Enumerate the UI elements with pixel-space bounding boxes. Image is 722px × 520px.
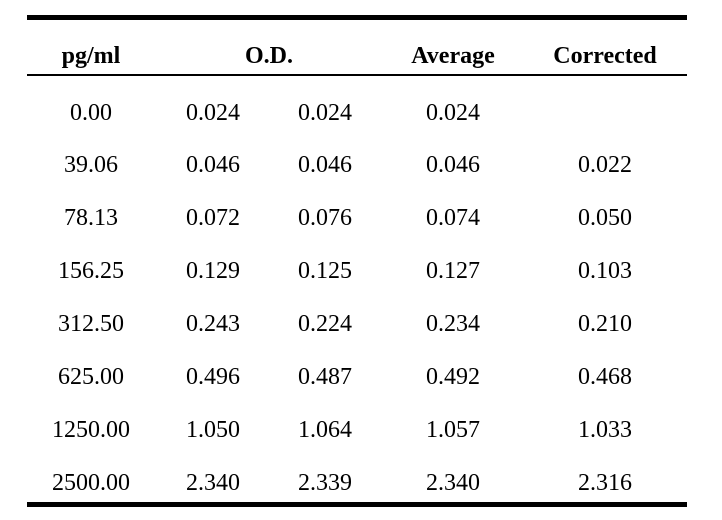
cell-average: 0.024	[426, 100, 480, 126]
cell-concentration: 625.00	[58, 364, 124, 390]
table-bottom-rule	[27, 502, 687, 507]
cell-corrected: 0.022	[578, 152, 632, 178]
cell-corrected: 0.210	[578, 311, 632, 337]
cell-average: 0.074	[426, 205, 480, 231]
cell-concentration: 78.13	[64, 205, 118, 231]
cell-od-2: 0.224	[298, 311, 352, 337]
header-rule	[27, 74, 687, 76]
cell-od-1: 2.340	[186, 470, 240, 496]
header-concentration: pg/ml	[61, 43, 121, 69]
cell-average: 0.127	[426, 258, 480, 284]
cell-od-1: 0.046	[186, 152, 240, 178]
cell-corrected: 0.468	[578, 364, 632, 390]
cell-od-2: 0.125	[298, 258, 352, 284]
cell-concentration: 0.00	[70, 100, 112, 126]
cell-od-1: 0.496	[186, 364, 240, 390]
cell-od-2: 0.487	[298, 364, 352, 390]
cell-average: 0.046	[426, 152, 480, 178]
cell-corrected: 2.316	[578, 470, 632, 496]
cell-average: 2.340	[426, 470, 480, 496]
cell-od-2: 0.024	[298, 100, 352, 126]
cell-concentration: 1250.00	[52, 417, 130, 443]
cell-od-2: 2.339	[298, 470, 352, 496]
cell-od-1: 0.024	[186, 100, 240, 126]
cell-average: 0.234	[426, 311, 480, 337]
cell-concentration: 39.06	[64, 152, 118, 178]
cell-od-1: 0.072	[186, 205, 240, 231]
cell-concentration: 2500.00	[52, 470, 130, 496]
cell-concentration: 156.25	[58, 258, 124, 284]
cell-corrected: 0.050	[578, 205, 632, 231]
cell-average: 0.492	[426, 364, 480, 390]
header-corrected: Corrected	[553, 43, 657, 69]
cell-od-1: 0.243	[186, 311, 240, 337]
cell-od-1: 1.050	[186, 417, 240, 443]
cell-concentration: 312.50	[58, 311, 124, 337]
cell-od-2: 0.076	[298, 205, 352, 231]
cell-corrected: 0.103	[578, 258, 632, 284]
cell-od-1: 0.129	[186, 258, 240, 284]
cell-corrected: 1.033	[578, 417, 632, 443]
cell-od-2: 0.046	[298, 152, 352, 178]
cell-od-2: 1.064	[298, 417, 352, 443]
cell-average: 1.057	[426, 417, 480, 443]
table-top-rule	[27, 15, 687, 20]
header-od: O.D.	[245, 43, 293, 69]
header-average: Average	[411, 43, 495, 69]
